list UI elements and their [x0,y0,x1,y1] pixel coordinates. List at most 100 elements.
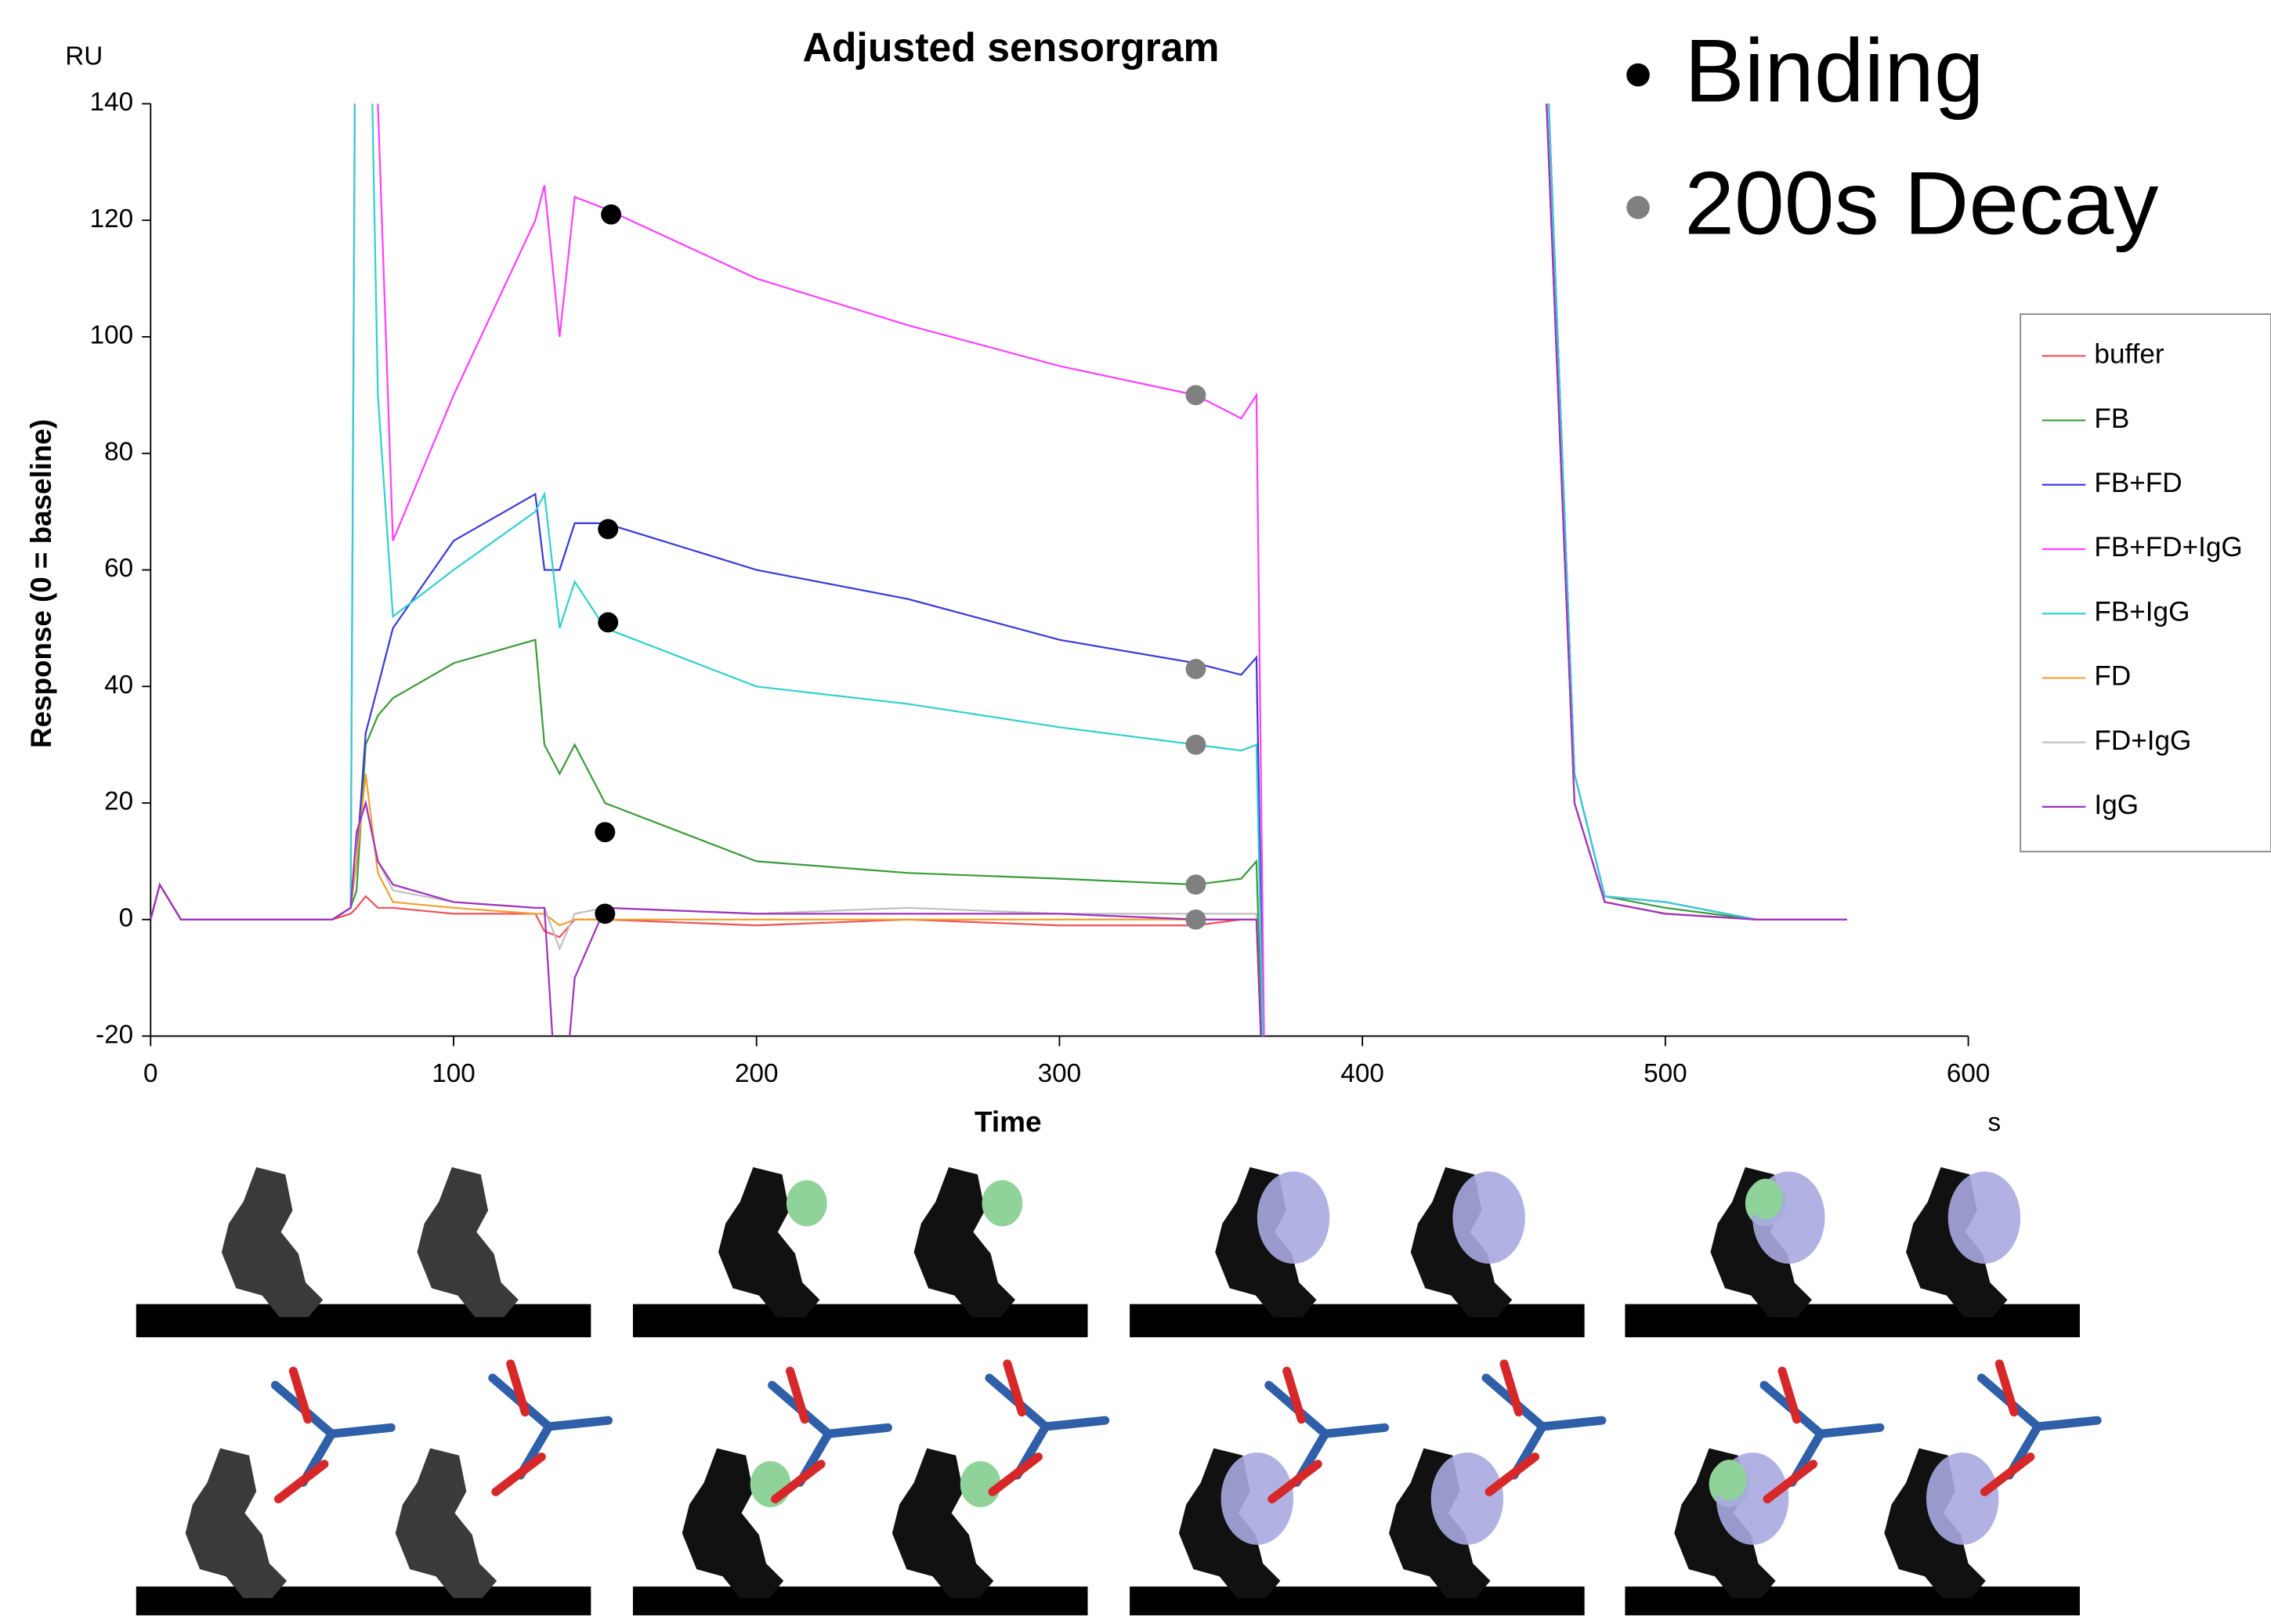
marker-dot [595,822,616,843]
antibody-light [771,1459,826,1504]
protein-dark [395,1448,497,1598]
antibody-light [288,1366,313,1424]
plot-area [150,103,1847,1036]
surface [1130,1586,1585,1615]
y-unit: RU [65,42,103,71]
surface [632,1586,1088,1615]
marker-dot [598,519,619,540]
y-tick-label: -20 [96,1020,133,1049]
series-line [150,103,1847,1036]
series-line [150,103,1847,1036]
x-axis-label: Time [975,1106,1042,1138]
marker-legend-dot [1626,63,1650,87]
surface [1625,1304,2080,1337]
antibody-arm [2033,1416,2102,1431]
protein-dark [417,1166,519,1318]
antibody-arm [1816,1423,1885,1438]
marker-dot [598,612,619,633]
x-tick-label: 300 [1038,1059,1082,1088]
antibody-light [786,1366,809,1424]
surface [632,1304,1088,1337]
protein-green [750,1461,791,1508]
antibody-arm [1538,1416,1607,1431]
antibody-arm [795,1429,834,1487]
antibody [768,1366,892,1504]
protein-lavender [1452,1171,1525,1264]
surface [136,1586,591,1615]
antibody-arm [298,1429,336,1487]
legend-label: FD [2094,661,2131,692]
marker-dot [601,204,622,225]
x-tick-label: 400 [1340,1059,1384,1088]
x-tick-label: 0 [143,1059,158,1088]
protein-lavender [1947,1171,2021,1264]
marker-dot [1185,659,1206,679]
antibody-light [273,1459,329,1504]
y-tick-label: 80 [104,438,133,467]
x-tick-label: 500 [1644,1059,1687,1088]
illustrations [136,1166,2102,1615]
antibody [488,1359,613,1496]
series-line [150,103,1847,1036]
legend-label: FD+IgG [2094,725,2191,756]
antibody-light [1484,1452,1540,1496]
protein-lavender [1257,1171,1330,1264]
series-line [150,103,1847,1036]
y-tick-label: 120 [90,204,134,233]
marker-legend-label: Binding [1684,22,1984,121]
marker-dot [1185,734,1206,755]
antibody-light [491,1452,546,1496]
protein-dark [718,1166,820,1318]
antibody [985,1359,1110,1496]
legend-label: FB+FD+IgG [2094,532,2242,562]
antibody [1481,1359,1607,1496]
legend [2020,313,2271,853]
protein-green [1748,1178,1783,1220]
y-tick-label: 40 [104,671,133,700]
protein-dark [185,1448,287,1598]
protein-dark [221,1166,324,1318]
antibody-light [1003,1359,1027,1417]
legend-label: buffer [2094,339,2164,370]
series-line [150,103,1847,1036]
surface [1130,1304,1585,1337]
antibody-light [1763,1459,1818,1504]
antibody-light [506,1359,530,1417]
antibody-arm [515,1422,554,1480]
y-tick-label: 140 [90,88,134,117]
surface [136,1304,591,1337]
antibody-arm [327,1423,396,1438]
antibody-light [1777,1366,1802,1424]
protein-lavender [1220,1452,1294,1545]
y-tick-label: 60 [104,554,133,583]
chart-title: Adjusted sensorgram [802,24,1219,70]
marker-dot [1185,385,1206,406]
antibody-arm [2005,1422,2042,1480]
x-tick-label: 100 [432,1059,476,1088]
antibody [1976,1359,2102,1496]
x-tick-label: 600 [1947,1059,1991,1088]
protein-dark [913,1166,1016,1318]
antibody-light [1499,1359,1524,1417]
series-line [150,103,1847,1036]
marker-dot [595,903,616,924]
antibody-light [1994,1359,2019,1417]
antibody-light [1267,1459,1322,1504]
marker-legend-label: 200s Decay [1684,154,2158,254]
antibody [1759,1366,1885,1504]
antibody-arm [1041,1416,1110,1431]
x-unit: s [1988,1109,2002,1138]
legend-label: IgG [2094,790,2139,820]
surface [1625,1586,2080,1615]
protein-dark [891,1448,994,1598]
marker-dot [1185,874,1206,895]
marker-dot [1185,909,1206,930]
series-line [150,103,1847,1036]
x-tick-label: 200 [735,1059,779,1088]
marker-legend-dot [1626,196,1650,219]
antibody [1264,1366,1390,1504]
legend-label: FB+IgG [2094,597,2190,628]
y-tick-label: 100 [90,321,134,350]
